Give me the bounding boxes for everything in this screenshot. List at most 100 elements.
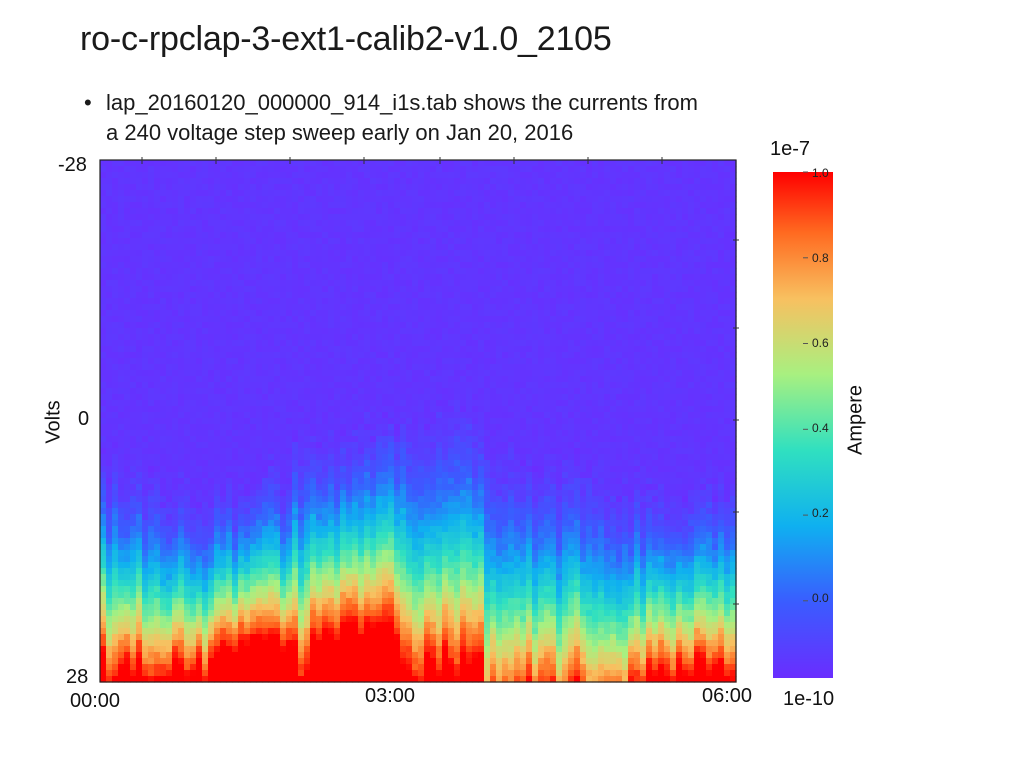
heatmap-cell [160,592,167,599]
heatmap-cell [226,280,233,287]
heatmap-cell [298,310,305,317]
heatmap-cell [334,298,341,305]
heatmap-cell [358,616,365,623]
heatmap-cell [142,436,149,443]
heatmap-cell [142,580,149,587]
heatmap-cell [202,214,209,221]
heatmap-cell [178,586,185,593]
heatmap-cell [190,598,197,605]
heatmap-cell [376,370,383,377]
heatmap-cell [346,640,353,647]
heatmap-cell [358,532,365,539]
heatmap-cell [196,592,203,599]
heatmap-cell [256,406,263,413]
heatmap-cell [346,358,353,365]
heatmap-cell [196,376,203,383]
heatmap-cell [334,616,341,623]
heatmap-cell [316,562,323,569]
heatmap-cell [100,430,107,437]
heatmap-cell [316,592,323,599]
heatmap-cell [430,526,437,533]
heatmap-cell [364,322,371,329]
heatmap-cell [250,484,257,491]
heatmap-cell [442,298,449,305]
heatmap-cell [202,406,209,413]
heatmap-cell [334,670,341,677]
heatmap-cell [334,568,341,575]
heatmap-cell [130,310,137,317]
heatmap-cell [208,514,215,521]
heatmap-cell [298,646,305,653]
heatmap-cell [376,400,383,407]
heatmap-cell [112,508,119,515]
heatmap-cell [328,610,335,617]
heatmap-cell [280,592,287,599]
heatmap-cell [430,262,437,269]
heatmap-cell [352,382,359,389]
heatmap-cell [136,244,143,251]
heatmap-cell [112,490,119,497]
heatmap-cell [238,664,245,671]
heatmap-cell [202,634,209,641]
heatmap-cell [328,514,335,521]
heatmap-cell [298,298,305,305]
heatmap-cell [274,202,281,209]
heatmap-cell [298,178,305,185]
heatmap-cell [292,502,299,509]
heatmap-cell [262,328,269,335]
heatmap-cell [310,472,317,479]
heatmap-cell [382,418,389,425]
heatmap-cell [232,172,239,179]
heatmap-cell [442,304,449,311]
heatmap-cell [256,190,263,197]
heatmap-cell [244,586,251,593]
heatmap-cell [370,316,377,323]
heatmap-cell [112,214,119,221]
heatmap-cell [112,568,119,575]
heatmap-cell [340,658,347,665]
heatmap-cell [118,232,125,239]
heatmap-cell [292,670,299,677]
heatmap-cell [280,454,287,461]
heatmap-cell [172,664,179,671]
heatmap-cell [412,520,419,527]
heatmap-cell [250,610,257,617]
heatmap-cell [418,616,425,623]
heatmap-cell [412,232,419,239]
heatmap-cell [196,334,203,341]
heatmap-cell [220,226,227,233]
heatmap-cell [118,418,125,425]
heatmap-cell [340,220,347,227]
heatmap-cell [304,412,311,419]
heatmap-cell [244,310,251,317]
heatmap-cell [154,250,161,257]
heatmap-cell [160,562,167,569]
heatmap-cell [376,322,383,329]
heatmap-cell [310,592,317,599]
heatmap-cell [214,544,221,551]
heatmap-cell [136,610,143,617]
heatmap-cell [358,496,365,503]
heatmap-cell [136,310,143,317]
heatmap-cell [298,466,305,473]
heatmap-cell [130,628,137,635]
heatmap-cell [130,568,137,575]
heatmap-cell [244,340,251,347]
heatmap-cell [388,196,395,203]
heatmap-cell [166,238,173,245]
heatmap-cell [292,226,299,233]
heatmap-cell [172,430,179,437]
heatmap-cell [352,496,359,503]
heatmap-cell [382,448,389,455]
heatmap-cell [154,226,161,233]
heatmap-cell [112,394,119,401]
heatmap-cell [100,658,107,665]
heatmap-cell [118,256,125,263]
heatmap-cell [412,364,419,371]
heatmap-cell [340,304,347,311]
heatmap-cell [412,370,419,377]
heatmap-cell [322,370,329,377]
heatmap-cell [322,346,329,353]
heatmap-cell [190,202,197,209]
heatmap-cell [106,658,113,665]
